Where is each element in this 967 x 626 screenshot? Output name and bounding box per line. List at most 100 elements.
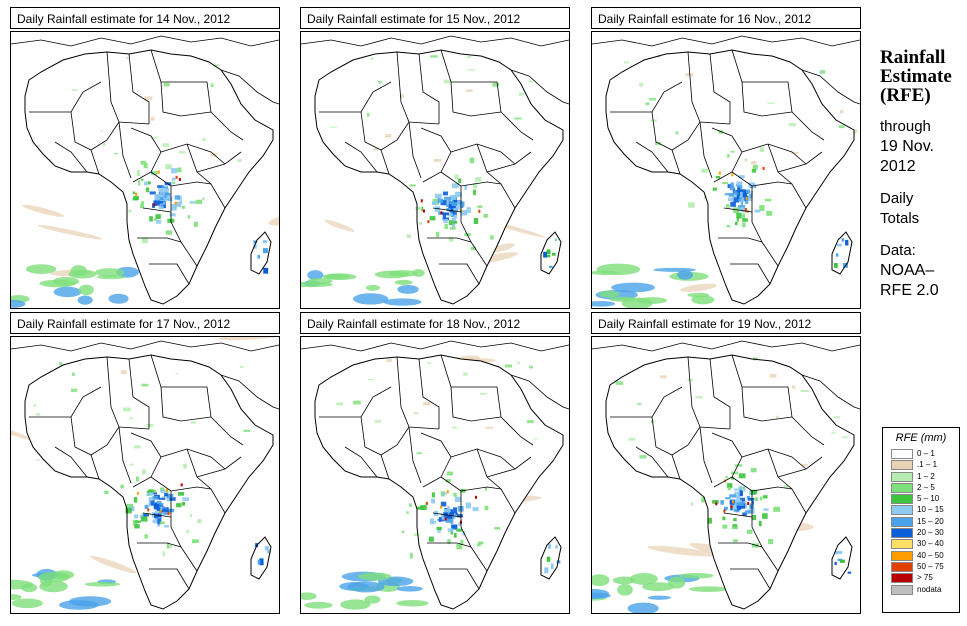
- country-border: [486, 151, 532, 173]
- rain-cell-scattered: [730, 150, 735, 153]
- country-border: [730, 263, 771, 285]
- rain-cell: [181, 205, 185, 209]
- rain-cell: [730, 201, 736, 207]
- country-border: [451, 81, 502, 113]
- africa-land: [25, 355, 273, 609]
- map-title-6: Daily Rainfall estimate for 19 Nov., 201…: [591, 312, 861, 334]
- madagascar-coastline: [540, 231, 562, 275]
- rain-cell: [158, 188, 164, 192]
- rain-cell: [749, 193, 753, 199]
- rain-cell: [762, 513, 768, 519]
- rain-cell: [740, 497, 745, 502]
- arabia-coastline: [510, 374, 569, 410]
- rain-cell: [747, 509, 755, 514]
- ocean-streak: [218, 337, 279, 341]
- rain-cell: [742, 222, 746, 228]
- madagascar-land: [251, 537, 271, 579]
- sidebar-title-line3: (RFE): [880, 85, 931, 106]
- rain-cell-ocean: [611, 282, 656, 293]
- rain-cell: [163, 188, 169, 193]
- map-panel-2: Daily Rainfall estimate for 15 Nov., 201…: [300, 7, 572, 309]
- rain-cell-scattered: [163, 82, 170, 87]
- rain-cell: [703, 195, 706, 200]
- rain-cell-scattered: [636, 403, 642, 405]
- country-border: [54, 446, 88, 478]
- country-border: [500, 111, 534, 141]
- rain-cell: [477, 544, 481, 547]
- country-border: [150, 49, 212, 117]
- rain-cell-scattered: [650, 119, 658, 122]
- rain-cell-ocean: [352, 293, 389, 305]
- rain-cell-madagascar: [835, 551, 838, 555]
- europe-coastline: [301, 340, 569, 352]
- ocean-streak: [302, 612, 347, 613]
- rain-cell: [484, 487, 488, 491]
- rain-cell: [752, 164, 758, 170]
- rain-cell: [135, 520, 141, 523]
- rain-cell-intense: [723, 509, 726, 513]
- country-border: [440, 476, 502, 492]
- rain-cell: [134, 514, 138, 519]
- rain-cell: [445, 517, 452, 523]
- rain-cell: [153, 218, 157, 221]
- rain-cell: [156, 514, 161, 518]
- rain-cell-ocean: [68, 269, 97, 279]
- rain-cell-intense: [425, 501, 428, 505]
- country-border: [408, 121, 422, 179]
- rain-cell-madagascar: [835, 253, 839, 257]
- rain-cell: [746, 529, 753, 534]
- rain-cell-ocean: [53, 286, 82, 298]
- country-border: [29, 81, 102, 113]
- rain-cell-scattered: [72, 372, 75, 376]
- rain-cell: [701, 168, 708, 173]
- rain-cell-intense: [159, 509, 162, 513]
- rain-cell: [187, 215, 191, 219]
- africa-land: [315, 355, 563, 609]
- legend-label: 0 – 1: [917, 449, 935, 458]
- rain-cell-scattered: [400, 94, 404, 99]
- rain-cell-scattered: [695, 396, 703, 399]
- rain-cell-madagascar: [551, 252, 556, 256]
- rain-cell: [140, 160, 147, 165]
- sidebar-source-line2: RFE 2.0: [880, 282, 939, 299]
- legend-label: .1 – 1: [917, 460, 938, 470]
- africa-coastline: [24, 354, 274, 610]
- rain-cell-scattered: [800, 390, 809, 392]
- rain-cell: [409, 184, 416, 187]
- rain-cell-madagascar: [554, 238, 558, 242]
- rain-cell-scattered: [623, 61, 629, 64]
- rain-cell-scattered: [237, 159, 242, 162]
- rain-cell: [169, 497, 176, 501]
- rain-cell: [737, 198, 742, 202]
- rain-cell: [736, 217, 739, 222]
- rain-cell: [754, 497, 759, 501]
- rain-cell: [484, 505, 489, 511]
- rain-cell: [410, 552, 413, 559]
- rain-cell-madagascar: [262, 240, 268, 244]
- rain-cell: [453, 492, 457, 497]
- rain-cell-ocean: [647, 595, 671, 600]
- country-border: [142, 207, 172, 213]
- rain-cell: [749, 505, 753, 509]
- rain-cell: [438, 516, 442, 523]
- rain-cell: [147, 181, 151, 185]
- rain-cell-ocean: [365, 284, 381, 291]
- rain-cell: [418, 221, 423, 225]
- rain-cell-madagascar: [548, 265, 553, 268]
- rain-cell-madagascar: [834, 262, 838, 268]
- country-border: [149, 568, 190, 590]
- rain-cell: [742, 218, 748, 222]
- rain-cell: [747, 497, 755, 501]
- legend-item: nodata: [883, 584, 959, 595]
- rain-cell: [104, 490, 109, 495]
- rain-cell: [754, 209, 761, 213]
- rain-cell: [144, 534, 148, 539]
- africa-land: [315, 50, 563, 304]
- rain-cell-scattered: [451, 426, 458, 429]
- country-border: [396, 51, 440, 125]
- sidebar-info: Rainfall Estimate (RFE) through 19 Nov. …: [880, 48, 965, 301]
- rain-cell: [437, 198, 444, 203]
- rain-cell-scattered: [492, 82, 500, 87]
- country-border: [319, 386, 392, 418]
- rain-cell-ocean: [11, 299, 26, 308]
